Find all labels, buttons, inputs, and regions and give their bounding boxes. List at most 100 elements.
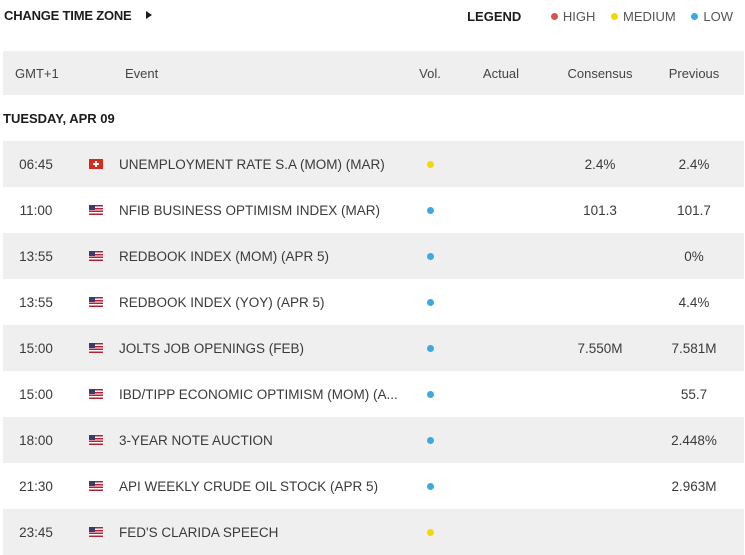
volatility-dot-icon [426, 298, 434, 306]
event-previous: 2.963M [671, 478, 717, 494]
event-name-cell: FED'S CLARIDA SPEECH [119, 509, 411, 555]
event-name-cell: IBD/TIPP ECONOMIC OPTIMISM (MOM) (A... [119, 371, 411, 417]
economic-calendar-table: GMT+1 Event Vol. Actual Consensus Previo… [3, 51, 744, 555]
us-flag-icon [89, 435, 103, 445]
event-previous: 101.7 [677, 202, 711, 218]
us-flag-icon [89, 481, 103, 491]
event-time: 18:00 [19, 432, 53, 448]
event-consensus [555, 371, 645, 417]
event-name[interactable]: UNEMPLOYMENT RATE S.A (MOM) (MAR) [119, 156, 385, 172]
event-name-cell: UNEMPLOYMENT RATE S.A (MOM) (MAR) [119, 141, 411, 187]
event-name[interactable]: NFIB BUSINESS OPTIMISM INDEX (MAR) [119, 202, 381, 218]
table-row[interactable]: 18:00 3-YEAR NOTE AUCTION 2.448% [3, 417, 744, 463]
table-row[interactable]: 06:45 UNEMPLOYMENT RATE S.A (MOM) (MAR) 2.… [3, 141, 744, 187]
country-flag [89, 463, 105, 509]
volatility-dot-icon [426, 390, 434, 398]
volatility-cell [415, 463, 445, 509]
legend-medium-label: MEDIUM [623, 9, 676, 24]
event-time: 11:00 [19, 202, 53, 218]
header-event: Event [125, 65, 159, 81]
event-actual [469, 141, 533, 187]
toolbar: CHANGE TIME ZONE LEGEND HIGH MEDIUM LOW [0, 0, 745, 34]
event-consensus: 2.4% [584, 156, 616, 172]
event-time: 15:00 [19, 340, 53, 356]
volatility-dot-icon [426, 344, 434, 352]
legend-item-high: HIGH [550, 9, 596, 24]
legend-high-label: HIGH [562, 9, 596, 24]
change-time-zone-button[interactable]: CHANGE TIME ZONE [4, 8, 152, 23]
event-name-cell: API WEEKLY CRUDE OIL STOCK (APR 5) [119, 463, 411, 509]
us-flag-icon [89, 205, 103, 215]
event-actual [469, 509, 533, 555]
volatility-cell [415, 141, 445, 187]
change-time-zone-label: CHANGE TIME ZONE [4, 8, 132, 23]
table-row[interactable]: 15:00 JOLTS JOB OPENINGS (FEB) 7.550M 7.581… [3, 325, 744, 371]
header-vol: Vol. [419, 65, 441, 81]
event-consensus [555, 417, 645, 463]
event-actual [469, 371, 533, 417]
event-name[interactable]: IBD/TIPP ECONOMIC OPTIMISM (MOM) (A... [119, 386, 398, 402]
ch-flag-icon [89, 159, 103, 169]
event-time: 15:00 [19, 386, 53, 402]
event-name[interactable]: FED'S CLARIDA SPEECH [119, 524, 279, 540]
event-consensus: 101.3 [583, 202, 617, 218]
event-time: 23:45 [19, 524, 53, 540]
event-actual [469, 463, 533, 509]
event-name[interactable]: JOLTS JOB OPENINGS (FEB) [119, 340, 305, 356]
event-previous: 55.7 [680, 386, 708, 402]
event-name-cell: REDBOOK INDEX (YOY) (APR 5) [119, 279, 411, 325]
table-row[interactable]: 11:00 NFIB BUSINESS OPTIMISM INDEX (MAR) 1… [3, 187, 744, 233]
play-arrow-icon [145, 11, 152, 19]
event-previous: 4.4% [678, 294, 710, 310]
us-flag-icon [89, 343, 103, 353]
header-timezone[interactable]: GMT+1 [15, 65, 59, 81]
table-row[interactable]: 13:55 REDBOOK INDEX (MOM) (APR 5) 0% [3, 233, 744, 279]
date-label: TUESDAY, APR 09 [3, 110, 115, 126]
event-name-cell: REDBOOK INDEX (MOM) (APR 5) [119, 233, 411, 279]
event-consensus [555, 463, 645, 509]
low-dot-icon [691, 13, 699, 20]
table-row[interactable]: 15:00 IBD/TIPP ECONOMIC OPTIMISM (MOM) (A… [3, 371, 744, 417]
event-previous: 7.581M [671, 340, 717, 356]
event-time: 21:30 [19, 478, 53, 494]
legend-low-label: LOW [703, 9, 733, 24]
event-actual [469, 233, 533, 279]
us-flag-icon [89, 389, 103, 399]
event-name[interactable]: REDBOOK INDEX (YOY) (APR 5) [119, 294, 325, 310]
event-time: 13:55 [19, 294, 53, 310]
volatility-cell [415, 417, 445, 463]
volatility-dot-icon [426, 206, 434, 214]
volatility-cell [415, 325, 445, 371]
event-name[interactable]: 3-YEAR NOTE AUCTION [119, 432, 273, 448]
table-header: GMT+1 Event Vol. Actual Consensus Previo… [3, 51, 744, 95]
volatility-cell [415, 233, 445, 279]
volatility-cell [415, 509, 445, 555]
legend-item-medium: MEDIUM [611, 9, 676, 24]
volatility-dot-icon [426, 252, 434, 260]
event-consensus: 7.550M [577, 340, 623, 356]
event-actual [469, 187, 533, 233]
event-name-cell: 3-YEAR NOTE AUCTION [119, 417, 411, 463]
event-name[interactable]: API WEEKLY CRUDE OIL STOCK (APR 5) [119, 478, 379, 494]
table-row[interactable]: 13:55 REDBOOK INDEX (YOY) (APR 5) 4.4% [3, 279, 744, 325]
event-name[interactable]: REDBOOK INDEX (MOM) (APR 5) [119, 248, 330, 264]
event-time: 13:55 [19, 248, 53, 264]
country-flag [89, 233, 105, 279]
volatility-dot-icon [426, 528, 434, 536]
volatility-dot-icon [426, 160, 434, 168]
country-flag [89, 371, 105, 417]
event-consensus [555, 233, 645, 279]
event-previous: 0% [684, 248, 704, 264]
event-consensus [555, 279, 645, 325]
header-actual: Actual [482, 65, 520, 81]
table-row[interactable]: 23:45 FED'S CLARIDA SPEECH [3, 509, 744, 555]
volatility-cell [415, 371, 445, 417]
event-list: 06:45 UNEMPLOYMENT RATE S.A (MOM) (MAR) 2.… [3, 141, 744, 555]
event-previous: 2.4% [678, 156, 710, 172]
country-flag [89, 417, 105, 463]
table-row[interactable]: 21:30 API WEEKLY CRUDE OIL STOCK (APR 5) 2… [3, 463, 744, 509]
event-previous [651, 509, 737, 555]
legend-title: LEGEND [467, 9, 522, 24]
legend: LEGEND HIGH MEDIUM LOW [467, 9, 733, 24]
header-consensus: Consensus [567, 65, 633, 81]
